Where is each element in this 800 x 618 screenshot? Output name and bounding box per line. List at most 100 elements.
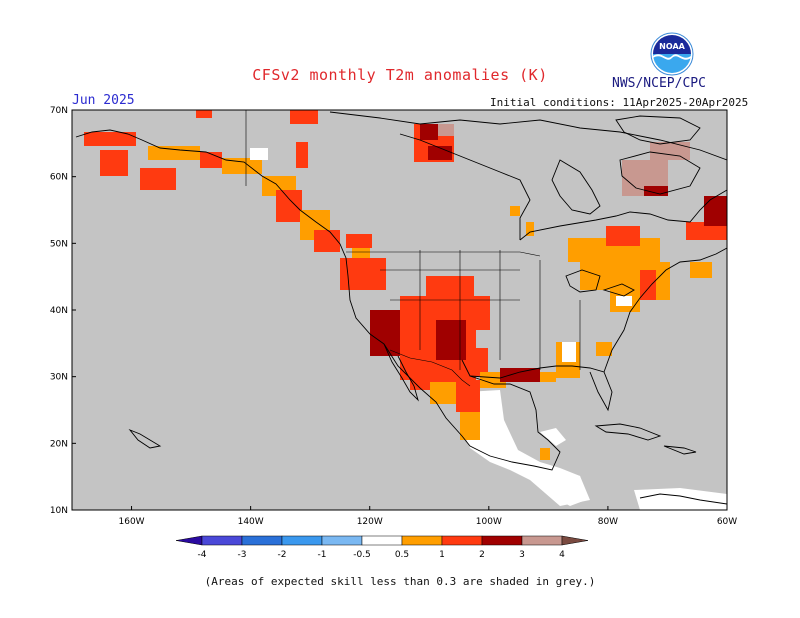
- anomaly-cell-warm: [414, 159, 421, 162]
- anomaly-cell-warm: [257, 172, 262, 174]
- anomaly-cell-strong: [443, 348, 450, 355]
- anomaly-cell-warm: [456, 303, 463, 310]
- anomaly-cell-strong: [391, 338, 398, 345]
- anomaly-cell-strong: [384, 310, 391, 317]
- anomaly-cell-warm: [112, 132, 119, 139]
- anomaly-cell-warm: [686, 236, 693, 240]
- anomaly-cell-extreme: [664, 160, 668, 167]
- anomaly-cell-warm: [437, 382, 444, 389]
- anomaly-cell-warm: [214, 166, 221, 168]
- anomaly-cell-warm: [424, 374, 431, 381]
- anomaly-cell-warm: [510, 213, 517, 216]
- anomaly-cell-strong: [391, 352, 398, 356]
- anomaly-cell-warm: [353, 234, 360, 241]
- anomaly-cell-warm: [437, 389, 444, 396]
- anomaly-cell-warm: [105, 139, 112, 146]
- anomaly-cell-extreme: [445, 124, 452, 131]
- anomaly-cell-warm: [300, 238, 307, 240]
- anomaly-cell-warm: [603, 252, 610, 259]
- anomaly-cell-extreme: [636, 181, 643, 188]
- anomaly-cell-warm: [575, 252, 582, 259]
- anomaly-cell-warm: [296, 142, 303, 149]
- anomaly-cell-warm: [283, 197, 290, 204]
- anomaly-cell-warm: [610, 286, 617, 293]
- anomaly-cell-warm: [346, 241, 353, 248]
- anomaly-cell-warm: [456, 387, 463, 394]
- anomaly-cell-warm: [442, 159, 449, 162]
- anomaly-cell-warm: [444, 396, 451, 403]
- anomaly-cell-warm: [290, 197, 297, 204]
- anomaly-cell-warm: [133, 139, 136, 146]
- anomaly-cell-warm: [487, 386, 494, 388]
- anomaly-cell-warm: [303, 142, 308, 149]
- anomaly-cell-warm: [154, 189, 161, 190]
- anomaly-cell-strong: [427, 124, 434, 131]
- anomaly-cell-warm: [290, 117, 297, 124]
- anomaly-cell-warm: [440, 276, 447, 283]
- anomaly-cell-warm: [606, 233, 613, 240]
- anomaly-cell-warm: [155, 153, 162, 160]
- anomaly-cell-warm: [303, 149, 308, 156]
- anomaly-cell-warm: [606, 226, 613, 233]
- anomaly-cell-warm: [470, 355, 477, 362]
- neutral-cell: [623, 303, 630, 306]
- anomaly-cell-extreme: [650, 156, 657, 160]
- colorbar-swatch: [441, 535, 483, 546]
- anomaly-cell-warm: [481, 310, 488, 317]
- anomaly-cell-warm: [467, 433, 474, 440]
- anomaly-cell-warm: [613, 226, 620, 233]
- anomaly-cell-warm: [461, 290, 468, 297]
- anomaly-cell-warm: [668, 297, 670, 300]
- anomaly-cell-warm: [269, 190, 276, 196]
- anomaly-cell-strong: [384, 352, 391, 356]
- anomaly-cell-warm: [540, 379, 547, 382]
- neutral-cell: [569, 349, 576, 356]
- anomaly-cell-warm: [474, 303, 481, 310]
- anomaly-cell-warm: [477, 348, 484, 355]
- anomaly-cell-warm: [638, 238, 645, 245]
- anomaly-cell-warm: [161, 189, 168, 190]
- anomaly-cell-warm: [407, 296, 414, 303]
- anomaly-cell-warm: [622, 276, 628, 283]
- neutral-cell: [623, 296, 630, 303]
- anomaly-cell-warm: [359, 248, 366, 255]
- anomaly-cell-warm: [424, 381, 431, 388]
- neutral-cell: [257, 148, 264, 155]
- anomaly-cell-warm: [463, 352, 470, 359]
- anomaly-cell-warm: [721, 236, 727, 240]
- anomaly-cell-warm: [300, 231, 307, 238]
- anomaly-cell-warm: [456, 401, 463, 408]
- anomaly-cell-warm: [210, 117, 212, 118]
- lat-tick-label: 50N: [50, 239, 68, 249]
- anomaly-cell-warm: [594, 283, 601, 290]
- initial-conditions: Initial conditions: 11Apr2025-20Apr2025: [490, 96, 749, 109]
- anomaly-cell-warm: [417, 381, 424, 388]
- anomaly-cell-warm: [417, 374, 424, 381]
- anomaly-cell-warm: [631, 245, 638, 252]
- anomaly-cell-warm: [161, 182, 168, 189]
- anomaly-cell-warm: [148, 153, 155, 160]
- anomaly-cell-warm: [627, 226, 634, 233]
- anomaly-cell-warm: [207, 166, 214, 168]
- anomaly-cell-warm: [456, 310, 463, 317]
- anomaly-cell-strong: [457, 320, 464, 327]
- anomaly-cell-warm: [276, 183, 283, 190]
- anomaly-cell-warm: [654, 297, 661, 300]
- anomaly-cell-warm: [627, 240, 634, 246]
- anomaly-cell-warm: [556, 349, 563, 356]
- anomaly-cell-warm: [276, 218, 283, 222]
- anomaly-cell-warm: [463, 345, 470, 352]
- anomaly-cell-warm: [428, 338, 435, 345]
- anomaly-cell-warm: [428, 310, 435, 317]
- anomaly-cell-warm: [654, 291, 656, 298]
- anomaly-cell-warm: [314, 230, 321, 237]
- anomaly-cell-extreme: [664, 174, 668, 181]
- anomaly-cell-warm: [487, 372, 494, 379]
- anomaly-cell-warm: [467, 412, 474, 419]
- anomaly-cell-warm: [114, 164, 121, 171]
- anomaly-cell-warm: [421, 145, 428, 152]
- anomaly-cell-warm: [711, 262, 712, 269]
- anomaly-cell-strong: [500, 375, 507, 382]
- anomaly-cell-warm: [714, 229, 721, 236]
- anomaly-cell-warm: [426, 297, 433, 300]
